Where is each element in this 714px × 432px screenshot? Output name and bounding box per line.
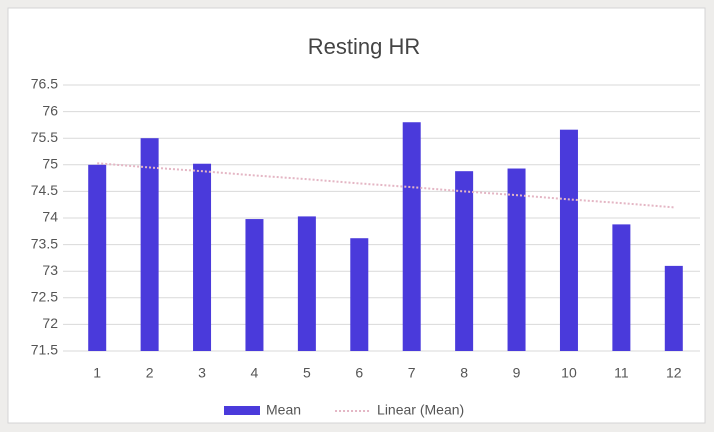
bar (245, 219, 264, 351)
bar (350, 238, 369, 351)
y-tick-label: 74 (42, 209, 58, 225)
bar (507, 168, 526, 351)
bar (297, 216, 316, 351)
x-tick-label: 2 (146, 365, 154, 381)
bar (402, 122, 421, 352)
x-tick-label: 12 (666, 365, 682, 381)
bar (612, 224, 631, 351)
y-tick-label: 74.5 (31, 182, 58, 198)
trend-line (97, 162, 674, 209)
y-tick-label: 72 (42, 315, 58, 331)
legend-label: Mean (266, 402, 301, 418)
bar (559, 129, 578, 351)
x-tick-label: 11 (614, 365, 629, 381)
y-tick-label: 76.5 (31, 76, 58, 92)
bar (455, 171, 474, 351)
legend-label: Linear (Mean) (377, 402, 464, 418)
x-tick-label: 3 (198, 365, 206, 381)
x-tick-label: 10 (561, 365, 577, 381)
y-tick-label: 73.5 (31, 235, 58, 251)
x-tick-label: 8 (460, 365, 468, 381)
y-tick-label: 71.5 (31, 342, 58, 358)
chart-title: Resting HR (308, 34, 420, 59)
chart-card (7, 7, 706, 424)
x-tick-label: 7 (408, 365, 416, 381)
x-tick-label: 1 (93, 365, 101, 381)
y-tick-label: 72.5 (31, 289, 58, 305)
y-tick-label: 73 (42, 262, 58, 278)
legend-swatch (224, 406, 260, 415)
bar (88, 164, 107, 351)
y-tick-label: 76 (42, 102, 58, 118)
x-tick-label: 4 (251, 365, 259, 381)
x-tick-label: 5 (303, 365, 311, 381)
x-tick-label: 6 (355, 365, 363, 381)
bar (140, 138, 159, 351)
y-tick-label: 75 (42, 156, 58, 172)
x-tick-label: 9 (513, 365, 521, 381)
y-tick-label: 75.5 (31, 129, 58, 145)
bar (193, 163, 212, 351)
bar (664, 265, 683, 351)
